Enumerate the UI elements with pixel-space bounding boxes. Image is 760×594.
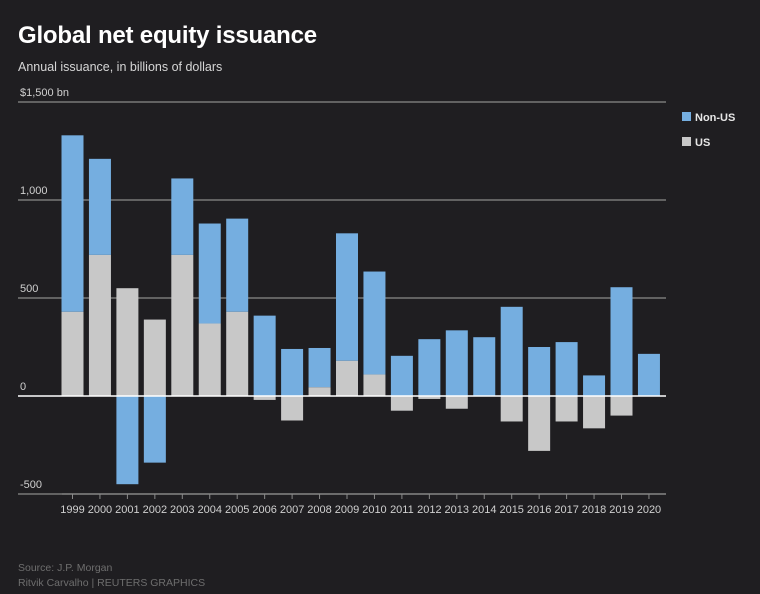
x-tick-label: 2006 (252, 504, 276, 516)
bar-us-2015 (500, 396, 523, 422)
bar-us-2004 (198, 323, 221, 396)
legend-swatch-us (682, 137, 691, 146)
x-tick-label: 2013 (445, 504, 469, 516)
bar-us-2018 (583, 396, 606, 429)
chart-title: Global net equity issuance (18, 22, 317, 49)
bar-nonus-2000 (88, 158, 111, 255)
x-tick-label: 2014 (472, 504, 496, 516)
bar-us-2006 (253, 396, 276, 400)
x-tick-label: 2011 (390, 504, 414, 516)
bar-nonus-2001 (116, 396, 139, 485)
bar-nonus-2008 (308, 347, 331, 388)
x-tick-label: 2016 (527, 504, 551, 516)
bar-nonus-1999 (61, 135, 84, 312)
bar-us-2002 (143, 319, 166, 396)
bar-nonus-2007 (281, 348, 304, 396)
bar-nonus-2002 (143, 396, 166, 463)
bar-us-2001 (116, 288, 139, 396)
x-tick-label: 2015 (499, 504, 523, 516)
y-tick-label: 500 (20, 283, 38, 295)
x-tick-label: 2009 (335, 504, 359, 516)
x-tick-label: 2012 (417, 504, 441, 516)
x-tick-label: 2003 (170, 504, 194, 516)
x-tick-label: 2001 (115, 504, 139, 516)
x-tick-label: 2002 (143, 504, 167, 516)
bar-nonus-2020 (637, 353, 660, 396)
bar-nonus-2016 (528, 347, 551, 396)
bar-us-2007 (281, 396, 304, 421)
bar-nonus-2003 (171, 178, 194, 255)
x-tick-label: 2008 (307, 504, 331, 516)
x-tick-label: 2007 (280, 504, 304, 516)
chart-subtitle: Annual issuance, in billions of dollars (18, 60, 223, 74)
x-tick-label: 2004 (198, 504, 222, 516)
legend-swatch-non-us (682, 112, 691, 121)
x-tick-label: 1999 (60, 504, 84, 516)
x-tick-label: 2019 (609, 504, 633, 516)
bar-us-2000 (88, 254, 111, 396)
bar-us-1999 (61, 311, 84, 396)
bar-us-2009 (336, 360, 358, 396)
bar-nonus-2010 (363, 271, 386, 375)
bar-nonus-2011 (390, 355, 413, 396)
bar-nonus-2017 (555, 342, 578, 396)
bar-us-2013 (445, 396, 468, 409)
bar-us-2008 (308, 387, 331, 396)
legend-label-us: US (695, 137, 710, 149)
y-tick-label: $1,500 bn (20, 87, 69, 99)
legend-label-non-us: Non-US (695, 112, 735, 124)
credit-note: Ritvik Carvalho | REUTERS GRAPHICS (18, 577, 206, 589)
y-tick-label: 1,000 (20, 185, 48, 197)
bar-nonus-2006 (253, 315, 276, 396)
bar-nonus-2019 (610, 287, 633, 396)
bar-nonus-2014 (473, 337, 496, 396)
bar-us-2005 (226, 311, 249, 396)
bar-nonus-2005 (226, 218, 249, 312)
y-tick-label: -500 (20, 479, 42, 491)
y-tick-label: 0 (20, 381, 26, 393)
bar-nonus-2012 (418, 339, 441, 396)
bar-nonus-2013 (445, 330, 468, 396)
x-tick-label: 2010 (362, 504, 386, 516)
bar-us-2019 (610, 396, 633, 416)
bar-nonus-2015 (500, 306, 523, 396)
bar-nonus-2018 (583, 375, 606, 396)
bar-nonus-2009 (336, 233, 358, 361)
bar-us-2017 (555, 396, 578, 422)
x-tick-label: 2020 (637, 504, 661, 516)
x-tick-label: 2017 (554, 504, 578, 516)
bar-us-2011 (390, 396, 413, 411)
source-note: Source: J.P. Morgan (18, 562, 113, 574)
bar-us-2003 (171, 254, 194, 396)
x-tick-label: 2000 (88, 504, 112, 516)
bar-us-2012 (418, 396, 441, 399)
bar-us-2010 (363, 374, 386, 396)
bar-nonus-2004 (198, 223, 221, 324)
x-tick-label: 2018 (582, 504, 606, 516)
x-tick-label: 2005 (225, 504, 249, 516)
bar-us-2016 (528, 396, 551, 451)
